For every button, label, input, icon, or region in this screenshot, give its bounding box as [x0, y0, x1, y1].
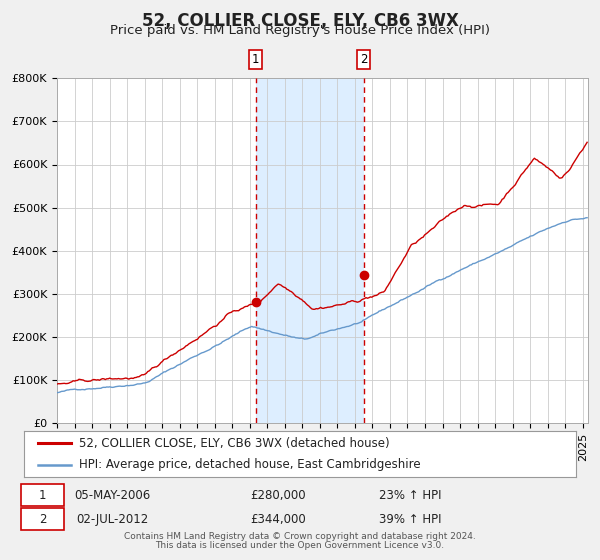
Text: £280,000: £280,000: [250, 488, 306, 502]
Text: 52, COLLIER CLOSE, ELY, CB6 3WX: 52, COLLIER CLOSE, ELY, CB6 3WX: [142, 12, 458, 30]
Text: 2: 2: [360, 53, 367, 66]
Text: Contains HM Land Registry data © Crown copyright and database right 2024.: Contains HM Land Registry data © Crown c…: [124, 532, 476, 541]
Text: 02-JUL-2012: 02-JUL-2012: [76, 512, 148, 526]
Text: HPI: Average price, detached house, East Cambridgeshire: HPI: Average price, detached house, East…: [79, 458, 421, 471]
FancyBboxPatch shape: [21, 484, 64, 506]
FancyBboxPatch shape: [21, 508, 64, 530]
Text: 05-MAY-2006: 05-MAY-2006: [74, 488, 151, 502]
Bar: [256, 78, 364, 423]
Text: 1: 1: [252, 53, 259, 66]
Text: 2: 2: [39, 512, 47, 526]
Text: £344,000: £344,000: [250, 512, 306, 526]
Text: This data is licensed under the Open Government Licence v3.0.: This data is licensed under the Open Gov…: [155, 541, 445, 550]
Text: 23% ↑ HPI: 23% ↑ HPI: [379, 488, 442, 502]
Text: Price paid vs. HM Land Registry's House Price Index (HPI): Price paid vs. HM Land Registry's House …: [110, 24, 490, 37]
Text: 39% ↑ HPI: 39% ↑ HPI: [379, 512, 442, 526]
Text: 52, COLLIER CLOSE, ELY, CB6 3WX (detached house): 52, COLLIER CLOSE, ELY, CB6 3WX (detache…: [79, 437, 390, 450]
Text: 1: 1: [39, 488, 47, 502]
